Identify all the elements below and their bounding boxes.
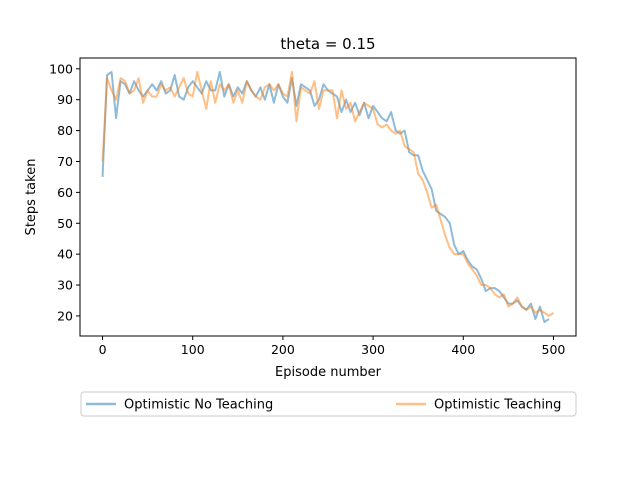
x-axis-label: Episode number [275,365,382,380]
series-line-optimistic-teaching [101,70,555,317]
y-tick-label: 60 [57,185,73,200]
y-tick-label: 70 [57,154,73,169]
x-tick-label: 500 [542,342,566,357]
chart-title: theta = 0.15 [280,35,375,53]
y-tick-label: 100 [49,61,73,76]
legend: Optimistic No Teaching Optimistic Teachi… [80,391,577,417]
legend-label-teaching: Optimistic Teaching [434,398,561,413]
y-tick-label: 80 [57,123,73,138]
y-tick-label: 50 [57,216,73,231]
series-line-optimistic-no-teaching [101,70,550,324]
x-tick-label: 200 [271,342,295,357]
y-tick-label: 90 [57,92,73,107]
legend-label-no-teaching: Optimistic No Teaching [124,398,273,413]
x-tick-label: 0 [99,342,107,357]
y-tick-label: 30 [57,278,73,293]
y-axis-label: Steps taken [24,159,39,236]
y-axis-ticks: 20 30 40 50 60 70 80 90 100 [49,61,80,323]
x-axis-ticks: 0 100 200 300 400 500 [99,336,566,357]
x-tick-label: 100 [181,342,205,357]
x-tick-label: 400 [451,342,475,357]
y-tick-label: 20 [57,308,73,323]
y-tick-label: 40 [57,247,73,262]
plot-area [101,70,555,324]
x-tick-label: 300 [361,342,385,357]
axes-frame [79,57,577,337]
legend-box [80,391,577,417]
